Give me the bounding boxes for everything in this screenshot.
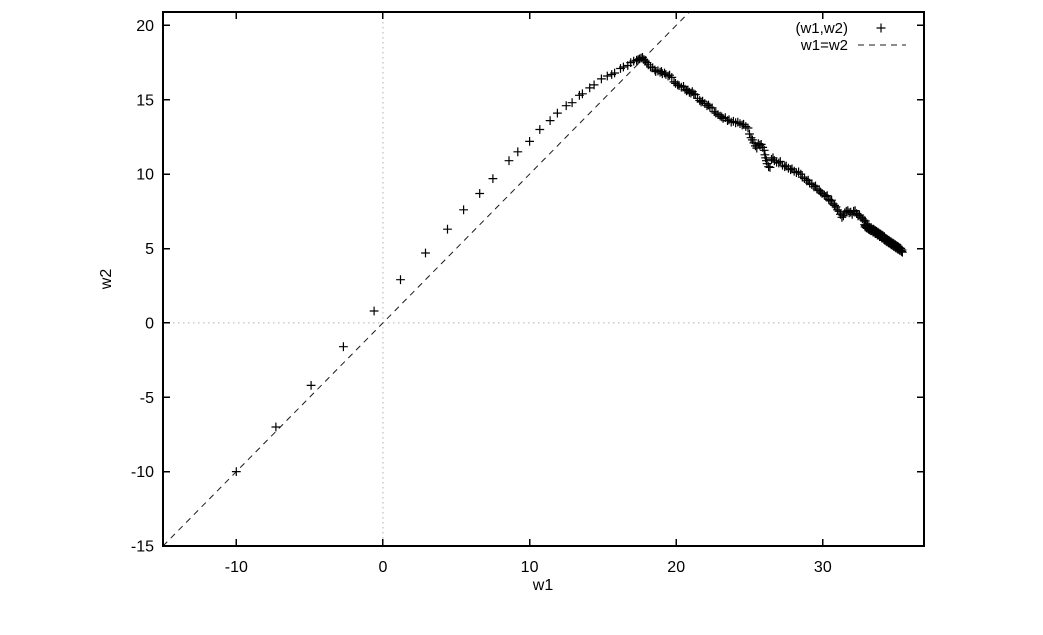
y-tick-label: -15	[131, 539, 154, 556]
x-tick-label: 20	[667, 559, 685, 576]
y-axis-label: w2	[98, 269, 115, 291]
legend-label-points: (w1,w2)	[795, 20, 848, 37]
y-tick-label: 10	[136, 167, 154, 184]
identity-line	[162, 11, 690, 547]
axis-ticks	[163, 12, 924, 547]
x-tick-label: 0	[378, 559, 387, 576]
legend: (w1,w2) w1=w2	[795, 20, 906, 54]
plot-border	[162, 11, 925, 547]
scatter-points	[231, 53, 907, 476]
y-tick-label: -5	[140, 390, 154, 407]
x-axis-label: w1	[532, 577, 554, 594]
y-tick-label: -10	[131, 464, 154, 481]
y-tick-label: 0	[145, 315, 154, 332]
plot-area: -10 0 10 20 30 -15 -10 -5 0 5 10 15 20	[131, 11, 925, 576]
y-tick-label: 20	[136, 18, 154, 35]
y-tick-label: 5	[145, 241, 154, 258]
x-tick-label: 10	[521, 559, 539, 576]
x-tick-label: 30	[814, 559, 832, 576]
y-tick-label: 15	[136, 92, 154, 109]
legend-label-identity: w1=w2	[800, 37, 848, 54]
x-tick-label: -10	[225, 559, 248, 576]
legend-plus-marker-icon	[876, 23, 886, 33]
